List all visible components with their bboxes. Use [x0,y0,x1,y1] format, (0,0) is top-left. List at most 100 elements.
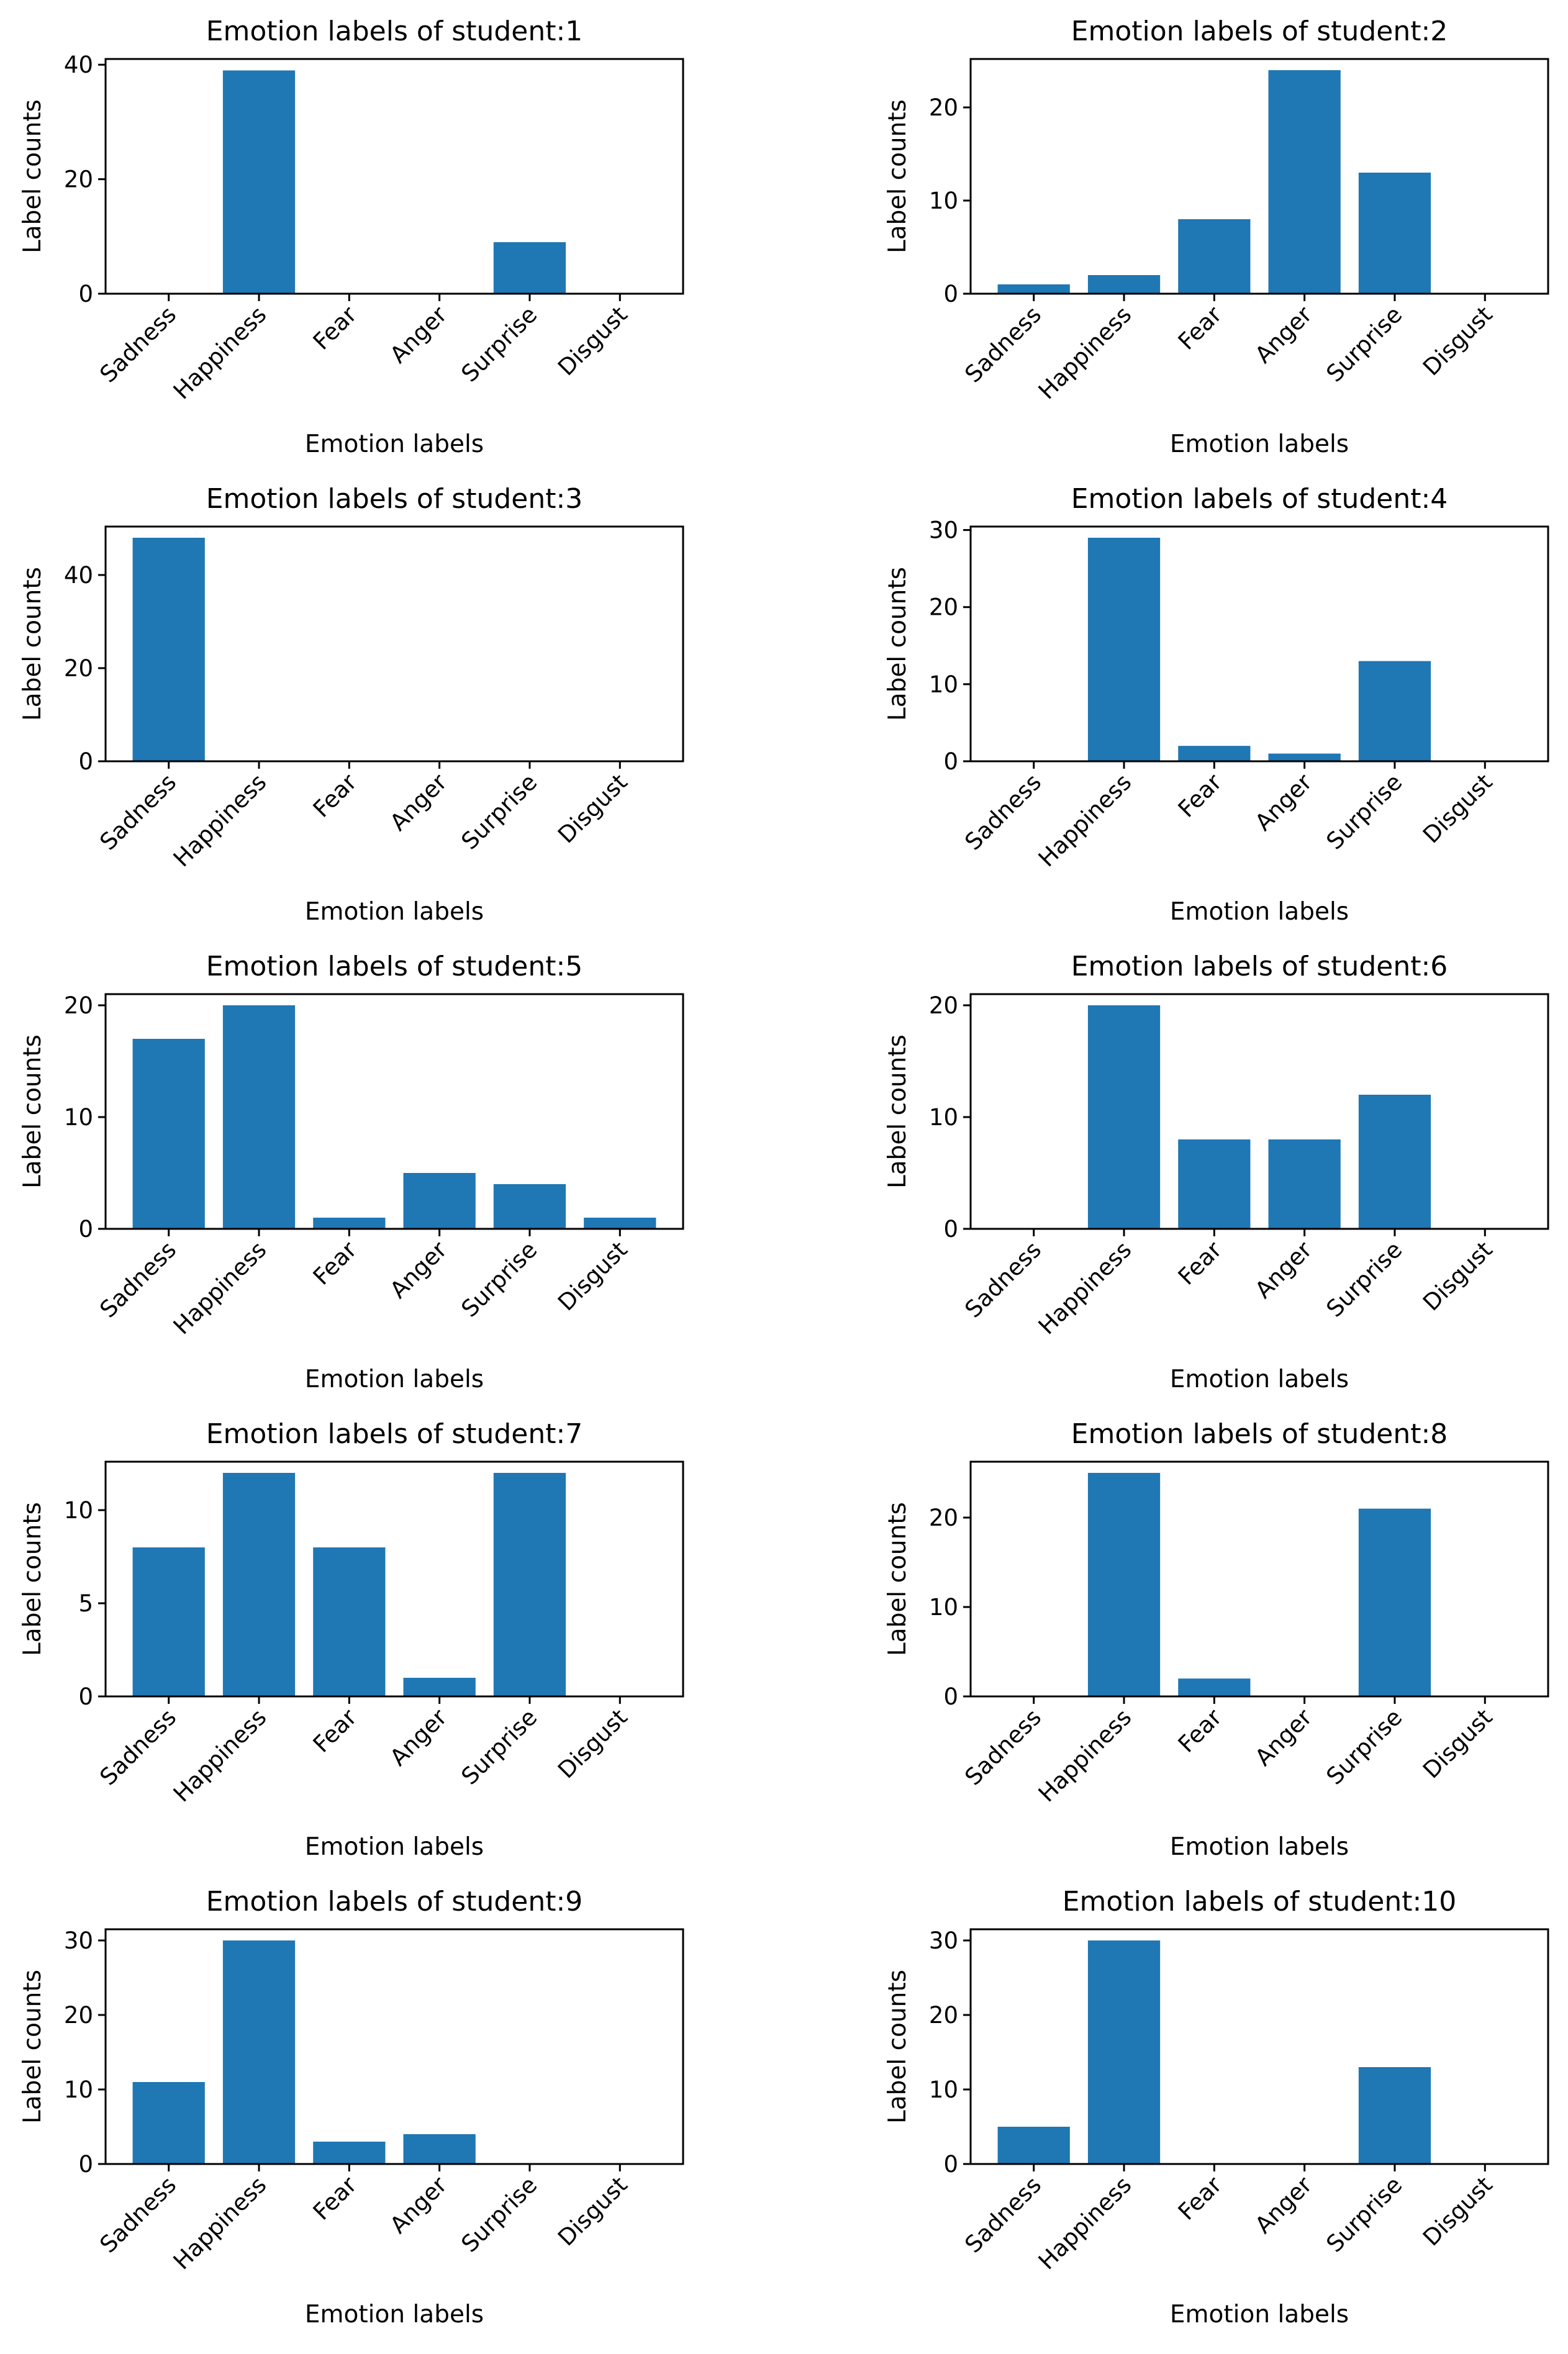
bar-fear [313,1547,386,1696]
y-axis-label: Label counts [19,1970,47,2124]
y-tick-label: 0 [78,281,93,307]
x-tick-label-surprise: Surprise [1321,1236,1408,1323]
x-tick-label-anger: Anger [1250,2171,1318,2239]
bar-sadness [997,284,1070,294]
x-tick-label-disgust: Disgust [553,301,633,381]
x-tick-label-disgust: Disgust [1418,301,1498,381]
x-tick-label-disgust: Disgust [1418,2171,1498,2252]
y-axis-label: Label counts [19,1502,47,1656]
x-tick-label-happiness: Happiness [1033,301,1137,405]
bar-fear [1178,1139,1251,1229]
y-axis-label: Label counts [19,1034,47,1188]
y-tick-label: 30 [929,517,958,544]
axes-frame [104,525,684,763]
x-tick-label-anger: Anger [385,301,453,368]
y-tick-label: 20 [64,992,93,1019]
bar-happiness [222,1940,296,2164]
bar-surprise [1358,1095,1431,1229]
bar-happiness [222,70,296,294]
bar-disgust [584,1218,656,1229]
bar-sadness [132,2082,205,2164]
x-axis-label: Emotion labels [1170,2301,1349,2329]
y-tick-label: 30 [64,1927,93,1954]
x-tick-label-fear: Fear [308,301,362,355]
bar-happiness [1087,1473,1161,1696]
x-axis-label: Emotion labels [305,1365,484,1393]
bar-happiness [1087,1005,1161,1229]
x-tick-label-sadness: Sadness [959,769,1046,856]
y-tick-label: 20 [929,94,958,121]
x-tick-label-disgust: Disgust [553,2171,633,2252]
x-tick-label-surprise: Surprise [456,301,543,387]
bar-anger [403,1173,476,1229]
y-tick-label: 10 [929,188,958,214]
x-tick-label-surprise: Surprise [456,1236,543,1323]
y-tick-label: 5 [78,1590,93,1617]
y-tick-label: 20 [929,594,958,621]
x-tick-label-fear: Fear [1173,1703,1227,1757]
chart-title: Emotion labels of student:6 [1071,951,1448,982]
y-axis-label: Label counts [884,567,912,721]
x-tick-label-sadness: Sadness [959,2171,1046,2258]
x-tick-label-happiness: Happiness [1033,1236,1137,1340]
bar-fear [1178,746,1251,761]
x-tick-label-sadness: Sadness [94,1236,181,1323]
x-tick-label-sadness: Sadness [94,1704,181,1791]
y-tick-label: 0 [78,1683,93,1710]
y-tick-label: 10 [929,671,958,698]
x-tick-label-anger: Anger [385,1703,453,1771]
bar-fear [313,2142,386,2164]
chart-title: Emotion labels of student:3 [206,483,583,515]
y-axis-label: Label counts [884,1502,912,1656]
y-tick-label: 10 [64,1104,93,1131]
x-tick-label-anger: Anger [385,2171,453,2239]
y-tick-label: 20 [929,2002,958,2029]
bar-surprise [1358,661,1431,761]
axes-frame [969,58,1549,295]
bar-fear [313,1218,386,1229]
x-tick-label-fear: Fear [1173,301,1227,355]
y-tick-label: 40 [64,52,93,78]
bar-surprise [1358,1508,1431,1696]
x-tick-label-sadness: Sadness [94,2171,181,2258]
chart-title: Emotion labels of student:7 [206,1418,583,1450]
bar-surprise [493,1473,566,1696]
y-tick-label: 0 [943,2151,958,2178]
x-tick-label-surprise: Surprise [1321,769,1408,855]
chart-title: Emotion labels of student:9 [206,1886,583,1917]
bar-happiness [222,1005,296,1229]
x-axis-label: Emotion labels [1170,1365,1349,1393]
x-tick-label-happiness: Happiness [168,2171,272,2275]
bar-sadness [132,1547,205,1696]
x-tick-label-surprise: Surprise [1321,301,1408,387]
axes-frame [104,1460,684,1698]
x-tick-label-fear: Fear [308,1236,362,1290]
y-tick-label: 0 [943,281,958,307]
x-axis-label: Emotion labels [305,430,484,458]
bar-sadness [997,2127,1070,2164]
y-axis-label: Label counts [884,99,912,253]
axes-frame [104,1928,684,2165]
x-tick-label-happiness: Happiness [168,769,272,872]
x-tick-label-fear: Fear [1173,768,1227,822]
x-tick-label-disgust: Disgust [1418,1704,1498,1784]
x-tick-label-disgust: Disgust [553,769,633,849]
y-tick-label: 10 [64,1497,93,1524]
x-tick-label-anger: Anger [385,1236,453,1303]
x-tick-label-happiness: Happiness [168,1704,272,1808]
x-tick-label-disgust: Disgust [1418,1236,1498,1316]
bar-surprise [493,1184,566,1229]
y-axis-label: Label counts [884,1034,912,1188]
y-axis-label: Label counts [19,99,47,253]
x-tick-label-surprise: Surprise [456,769,543,855]
x-tick-label-surprise: Surprise [456,1704,543,1790]
x-axis-label: Emotion labels [1170,898,1349,926]
x-tick-label-sadness: Sadness [959,1704,1046,1791]
y-tick-label: 10 [929,2076,958,2103]
